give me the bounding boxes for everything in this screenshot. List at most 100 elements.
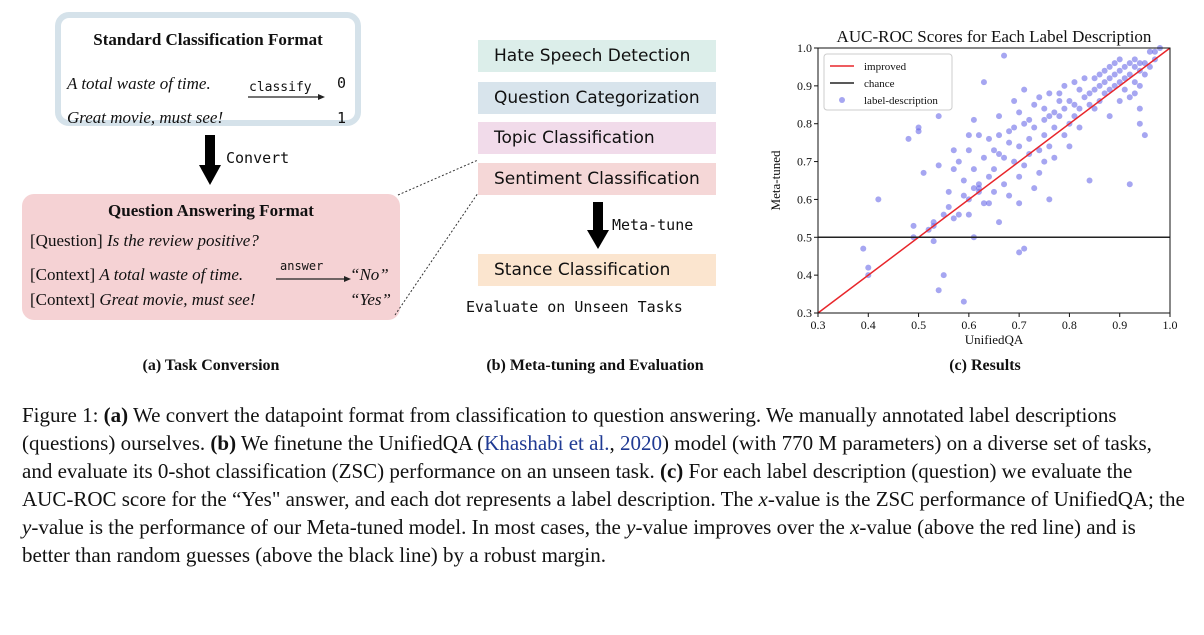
data-point: [1006, 192, 1013, 199]
data-point: [1131, 79, 1138, 86]
data-point: [1116, 56, 1123, 63]
data-point: [1106, 113, 1113, 120]
plot-frame: [817, 47, 1171, 314]
var-x-1: x: [758, 487, 768, 511]
data-point: [965, 132, 972, 139]
data-point: [1046, 143, 1053, 150]
data-point: [1031, 185, 1038, 192]
y-axis-label: Meta-tuned: [768, 150, 783, 210]
y-tick-label: 0.8: [797, 117, 812, 131]
citation-year-link[interactable]: 2020: [620, 431, 663, 455]
data-point: [975, 181, 982, 188]
metatune-arrow: [587, 202, 609, 249]
data-point: [1091, 105, 1098, 112]
data-point: [1046, 196, 1053, 203]
data-point: [945, 188, 952, 195]
data-point: [930, 238, 937, 245]
x-tick-label: 0.5: [911, 318, 926, 332]
data-point: [991, 166, 997, 173]
data-point: [1111, 71, 1118, 78]
data-point: [1131, 63, 1138, 70]
context-prefix-2: [Context]: [30, 290, 96, 309]
data-point: [1036, 169, 1043, 176]
data-point: [1046, 113, 1053, 120]
data-point: [1146, 63, 1153, 70]
data-point: [940, 272, 947, 279]
data-point: [1046, 90, 1053, 97]
data-point: [1131, 56, 1138, 63]
data-point: [1121, 63, 1128, 70]
data-point: [1096, 82, 1103, 89]
caption-c: (c) Results: [949, 357, 1021, 374]
data-point: [1051, 154, 1058, 161]
data-point: [865, 264, 872, 271]
standard-format-title: Standard Classification Format: [93, 30, 323, 49]
context-answer-1: “No”: [350, 265, 389, 284]
data-point: [860, 245, 867, 252]
caption-text-b2: ) model (with 770 M parameters) on a div…: [22, 431, 1152, 483]
caption-text-c4: -value improves over the: [635, 515, 851, 539]
data-point: [1001, 154, 1008, 161]
auc-roc-scatter-chart: AUC-ROC Scores for Each Label Descriptio…: [768, 27, 1178, 347]
caption-text-c3: -value is the performance of our Meta-tu…: [31, 515, 627, 539]
data-point: [1071, 101, 1078, 108]
context-text-2: Great movie, must see!: [99, 290, 256, 309]
data-point: [1111, 82, 1118, 89]
data-point: [1106, 86, 1113, 93]
data-point: [985, 173, 992, 180]
convert-label: Convert: [226, 149, 290, 167]
citation-separator: ,: [609, 431, 621, 455]
data-point: [1146, 48, 1153, 55]
data-point: [1001, 181, 1008, 188]
data-point: [1011, 124, 1018, 131]
task-sentiment-classification: Sentiment Classification: [478, 163, 716, 195]
context-text-1: A total waste of time.: [99, 265, 244, 284]
data-point: [915, 128, 922, 135]
data-point: [1041, 116, 1048, 123]
data-point: [910, 222, 917, 229]
data-point: [970, 185, 977, 192]
data-point: [960, 192, 967, 199]
task-hate-speech: Hate Speech Detection: [478, 40, 716, 72]
data-point: [1091, 75, 1098, 82]
classify-label: classify: [249, 80, 312, 95]
data-point: [1041, 105, 1048, 112]
data-point: [991, 147, 997, 154]
data-point: [996, 151, 1003, 157]
data-point: [1061, 105, 1068, 112]
data-point: [935, 162, 942, 169]
data-point: [1016, 109, 1023, 116]
data-point: [920, 169, 927, 176]
data-point: [980, 200, 987, 207]
figure-label: Figure 1:: [22, 403, 99, 427]
x-tick-label: 0.6: [961, 318, 976, 332]
data-point: [1141, 132, 1148, 139]
data-point: [1021, 245, 1028, 252]
data-point: [950, 166, 957, 173]
data-point: [1016, 143, 1023, 150]
standard-format-box: Standard Classification Format A total w…: [55, 12, 361, 127]
data-point: [1076, 124, 1083, 131]
data-point: [1031, 124, 1038, 131]
data-point: [975, 132, 982, 139]
citation-authors-link[interactable]: Khashabi et al.: [484, 431, 610, 455]
var-y-1: y: [22, 515, 32, 539]
data-point: [1096, 71, 1103, 78]
x-tick-label: 0.7: [1012, 318, 1027, 332]
data-point: [1121, 75, 1128, 82]
data-point: [1076, 105, 1083, 112]
context-answer-2: “Yes”: [350, 290, 391, 309]
example-text-1: A total waste of time.: [67, 74, 211, 93]
question-prefix: [Question]: [30, 231, 103, 250]
data-point: [1086, 177, 1093, 184]
y-tick-label: 1.0: [797, 41, 812, 55]
data-point: [1016, 200, 1023, 207]
evaluate-label: Evaluate on Unseen Tasks: [466, 298, 683, 316]
data-point: [970, 166, 977, 173]
caption-tag-b: (b): [210, 431, 237, 455]
data-point: [1011, 98, 1018, 104]
qa-format-title: Question Answering Format: [108, 201, 314, 220]
data-point: [935, 287, 942, 294]
data-point: [955, 158, 962, 165]
data-point: [1081, 94, 1088, 101]
